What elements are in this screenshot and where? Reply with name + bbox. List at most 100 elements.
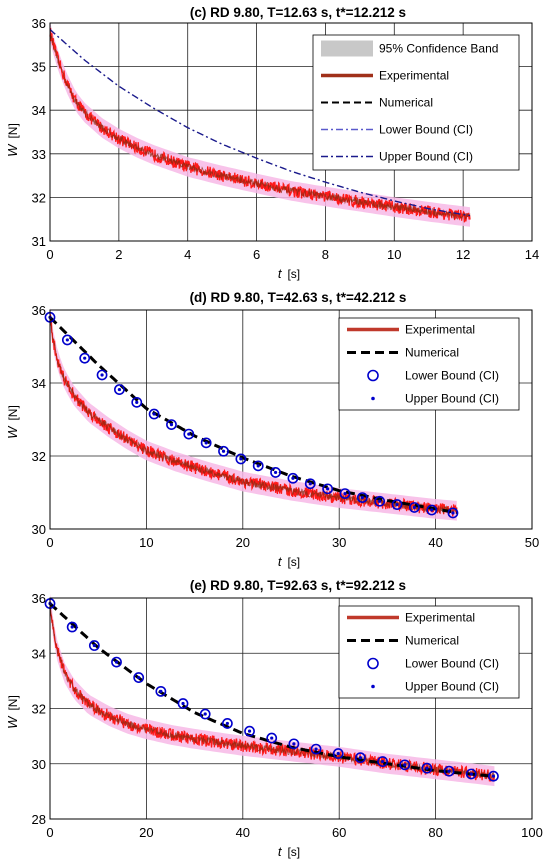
experimental-series-core bbox=[49, 603, 495, 780]
upper-bound-marker bbox=[247, 729, 252, 733]
legend-box bbox=[338, 317, 520, 411]
legend-box bbox=[338, 605, 520, 699]
upper-bound-marker bbox=[225, 721, 229, 726]
upper-bound-marker bbox=[187, 432, 191, 436]
tick-labels: 0 20 40 60 80 100 28 30 32 34 36 bbox=[32, 591, 543, 840]
lower-bound-marker bbox=[252, 460, 264, 472]
y-axis-symbol: W bbox=[5, 143, 20, 157]
lower-bound-marker bbox=[355, 752, 366, 764]
x-tick-label: 8 bbox=[322, 247, 329, 262]
legend-label: Experimental bbox=[405, 611, 475, 625]
lower-bound-marker bbox=[155, 685, 167, 697]
x-tick-label: 12 bbox=[456, 247, 470, 262]
tick-labels: 0 2 4 6 8 10 12 14 31 32 33 34 35 36 bbox=[32, 16, 540, 262]
upper-bound-marker bbox=[447, 769, 451, 773]
x-axis-symbol: t bbox=[278, 844, 283, 859]
legend-label: Lower Bound (CI) bbox=[405, 369, 499, 383]
x-axis-unit: [s] bbox=[287, 555, 300, 569]
lower-bound-marker bbox=[166, 419, 177, 431]
upper-bound-marker bbox=[270, 736, 274, 740]
legend-label: Experimental bbox=[405, 323, 475, 337]
lower-bound-marker bbox=[447, 507, 459, 519]
upper-bound-marker bbox=[203, 712, 207, 716]
x-axis-label: t [s] bbox=[278, 844, 300, 859]
x-axis-symbol: t bbox=[278, 266, 283, 281]
upper-bound-marker bbox=[380, 759, 385, 764]
chart-title: (e) RD 9.80, T=92.63 s, t*=92.212 s bbox=[190, 578, 406, 593]
x-tick-label: 0 bbox=[46, 825, 53, 840]
legend-label: Numerical bbox=[379, 96, 433, 110]
lower-bound-marker bbox=[270, 467, 281, 478]
upper-bound-marker bbox=[491, 774, 496, 778]
lower-bound-marker bbox=[322, 483, 334, 495]
x-tick-label: 20 bbox=[139, 825, 153, 840]
y-axis-unit: [N] bbox=[6, 695, 20, 710]
upper-bound-marker bbox=[451, 511, 455, 515]
lower-bound-marker bbox=[148, 408, 160, 420]
upper-bound-marker bbox=[117, 387, 122, 392]
x-tick-label: 60 bbox=[332, 825, 346, 840]
upper-bound-marker bbox=[469, 772, 473, 776]
numerical-series-line bbox=[49, 28, 471, 217]
plot-frame bbox=[49, 309, 533, 530]
lower-bound-marker bbox=[421, 762, 433, 774]
upper-bound-marker bbox=[221, 449, 226, 453]
lower-bound-marker bbox=[235, 453, 247, 465]
legend: 95% Confidence Band Experimental Numerical… bbox=[312, 34, 520, 171]
y-tick-label: 36 bbox=[32, 591, 46, 606]
lower-bound-marker bbox=[356, 492, 368, 504]
x-tick-label: 10 bbox=[387, 247, 401, 262]
experimental-series-core bbox=[49, 29, 471, 220]
lower-bound-marker bbox=[287, 472, 299, 484]
lower-bound-marker bbox=[218, 445, 229, 457]
x-tick-label: 4 bbox=[184, 247, 191, 262]
y-tick-label: 34 bbox=[32, 646, 46, 661]
lower-bound-marker bbox=[133, 672, 145, 683]
upper-bound-marker bbox=[256, 464, 260, 468]
lower-bound-marker bbox=[465, 768, 477, 780]
chart-panel-e: (e) RD 9.80, T=92.63 s, t*=92.212 s 0 20 4… bbox=[5, 578, 543, 859]
upper-bound-marker bbox=[336, 751, 340, 756]
upper-bound-marker bbox=[92, 643, 96, 648]
lower-bound-marker bbox=[426, 504, 438, 516]
legend-swatch-upper bbox=[371, 684, 375, 689]
plot-frame bbox=[49, 597, 533, 820]
legend: Experimental Numerical Lower Bound (CI) Upp… bbox=[338, 605, 520, 699]
lower-bound-marker bbox=[96, 369, 108, 381]
upper-bound-marker bbox=[395, 502, 399, 507]
legend-label: Numerical bbox=[405, 346, 459, 360]
y-tick-label: 30 bbox=[32, 757, 46, 772]
x-axis-unit: [s] bbox=[287, 845, 300, 859]
upper-bound-marker bbox=[181, 701, 185, 706]
lower-bound-marker bbox=[488, 770, 499, 782]
plot-frame bbox=[49, 22, 533, 242]
x-tick-label: 0 bbox=[46, 535, 53, 550]
x-tick-label: 40 bbox=[428, 535, 442, 550]
numerical-series-line bbox=[48, 316, 458, 515]
y-tick-label: 32 bbox=[32, 190, 46, 205]
lower-bound-marker bbox=[399, 759, 411, 771]
lower-bound-marker bbox=[310, 743, 322, 755]
upper-bound-marker bbox=[292, 742, 296, 746]
upper-bound-marker bbox=[343, 491, 347, 496]
legend-label: Lower Bound (CI) bbox=[405, 657, 499, 671]
legend-label: Lower Bound (CI) bbox=[379, 123, 473, 137]
y-tick-label: 36 bbox=[32, 303, 46, 318]
y-axis-label: W [N] bbox=[5, 405, 20, 439]
chart-panel-d: (d) RD 9.80, T=42.63 s, t*=42.212 s 0 10 2… bbox=[5, 290, 539, 569]
x-tick-label: 80 bbox=[428, 825, 442, 840]
y-tick-label: 34 bbox=[32, 376, 46, 391]
y-tick-label: 30 bbox=[32, 522, 46, 537]
legend-swatch-lower bbox=[367, 657, 379, 670]
lower-bound-marker bbox=[200, 437, 212, 449]
upper-bound-marker bbox=[135, 400, 139, 404]
upper-bound-marker bbox=[273, 470, 278, 475]
upper-bound-marker bbox=[159, 689, 163, 693]
upper-bound-marker bbox=[83, 356, 87, 360]
x-axis-label: t [s] bbox=[278, 266, 300, 281]
upper-bound-marker bbox=[360, 496, 364, 500]
lower-bound-marker bbox=[111, 656, 122, 668]
upper-bound-marker bbox=[308, 482, 312, 486]
x-tick-label: 100 bbox=[521, 825, 543, 840]
